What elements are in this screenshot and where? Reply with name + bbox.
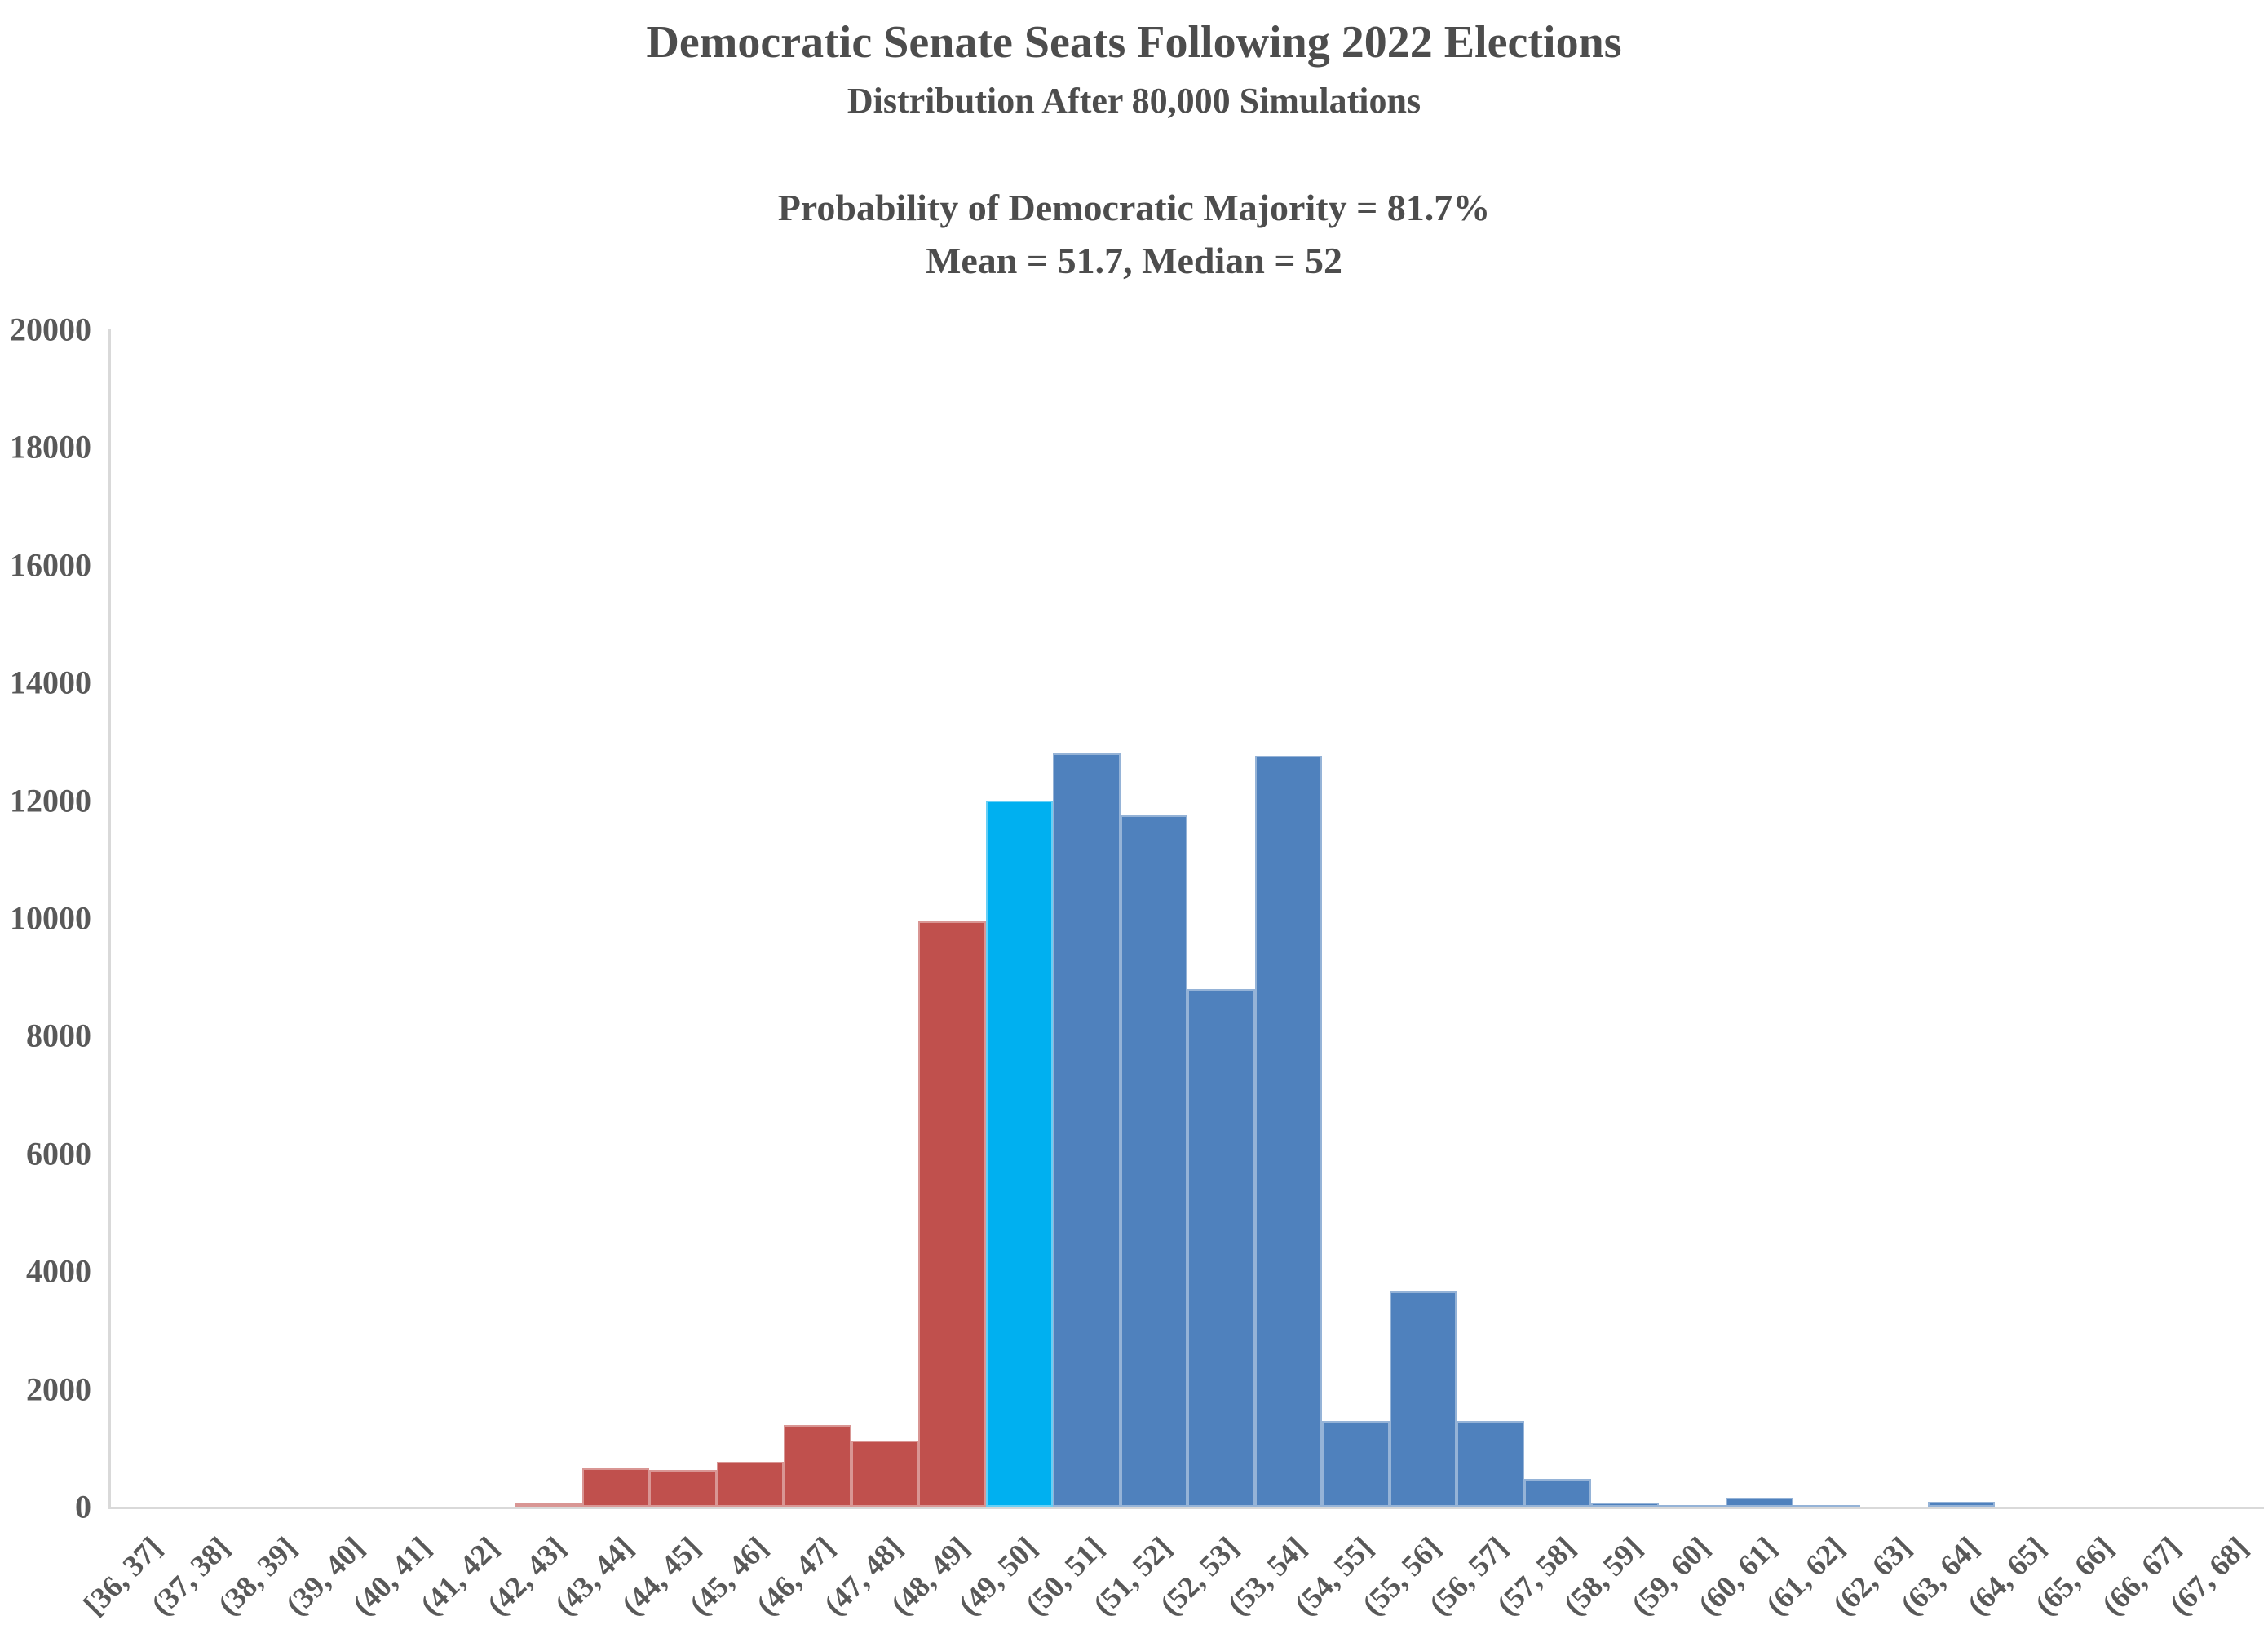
bar-(63, 64]	[1927, 1502, 1995, 1507]
stat-probability-line: Probability of Democratic Majority = 81.…	[777, 187, 1491, 228]
y-tick-label: 0	[75, 1488, 91, 1525]
x-axis: [36, 37] (37, 38] (38, 39] (39, 40] (40, 41]…	[77, 1521, 2264, 1649]
bar-(49, 50]	[985, 800, 1053, 1507]
bar-(48, 49]	[918, 920, 986, 1507]
bar-(56, 57]	[1457, 1421, 1524, 1507]
y-tick-label: 18000	[10, 428, 91, 466]
y-tick-label: 8000	[26, 1017, 91, 1054]
y-tick-label: 4000	[26, 1252, 91, 1290]
y-tick-label: 12000	[10, 782, 91, 819]
bar-(61, 62]	[1793, 1505, 1860, 1507]
y-tick-label: 14000	[10, 664, 91, 701]
y-tick-label: 20000	[10, 311, 91, 348]
bar-(47, 48]	[851, 1441, 918, 1507]
stat-mean-median-line: Mean = 51.7, Median = 52	[925, 240, 1343, 281]
y-tick-label: 6000	[26, 1135, 91, 1172]
y-tick-label: 16000	[10, 546, 91, 584]
bar-(42, 43]	[515, 1503, 582, 1507]
bar-(59, 60]	[1658, 1505, 1726, 1507]
bar-(57, 58]	[1523, 1479, 1591, 1507]
bar-(51, 52]	[1120, 814, 1187, 1507]
bar-(54, 55]	[1322, 1421, 1390, 1507]
bar-(58, 59]	[1591, 1502, 1659, 1507]
bar-(50, 51]	[1053, 753, 1121, 1507]
bar-(45, 46]	[716, 1462, 784, 1507]
bar-(52, 53]	[1187, 988, 1255, 1507]
y-tick-label: 2000	[26, 1371, 91, 1408]
plot-area	[108, 329, 2264, 1509]
chart-title: Democratic Senate Seats Following 2022 E…	[646, 17, 1622, 68]
chart-subtitle: Distribution After 80,000 Simulations	[847, 81, 1421, 121]
bars-container	[111, 329, 2264, 1507]
bar-(46, 47]	[784, 1425, 851, 1507]
bar-(55, 56]	[1389, 1291, 1457, 1507]
y-tick-label: 10000	[10, 899, 91, 937]
bar-(43, 44]	[581, 1468, 649, 1507]
bar-(53, 54]	[1254, 756, 1322, 1507]
bar-(60, 61]	[1726, 1498, 1793, 1507]
bar-(44, 45]	[649, 1470, 717, 1507]
y-axis: 20000 18000 16000 14000 12000 10000 8000 6000 40…	[0, 311, 91, 1525]
